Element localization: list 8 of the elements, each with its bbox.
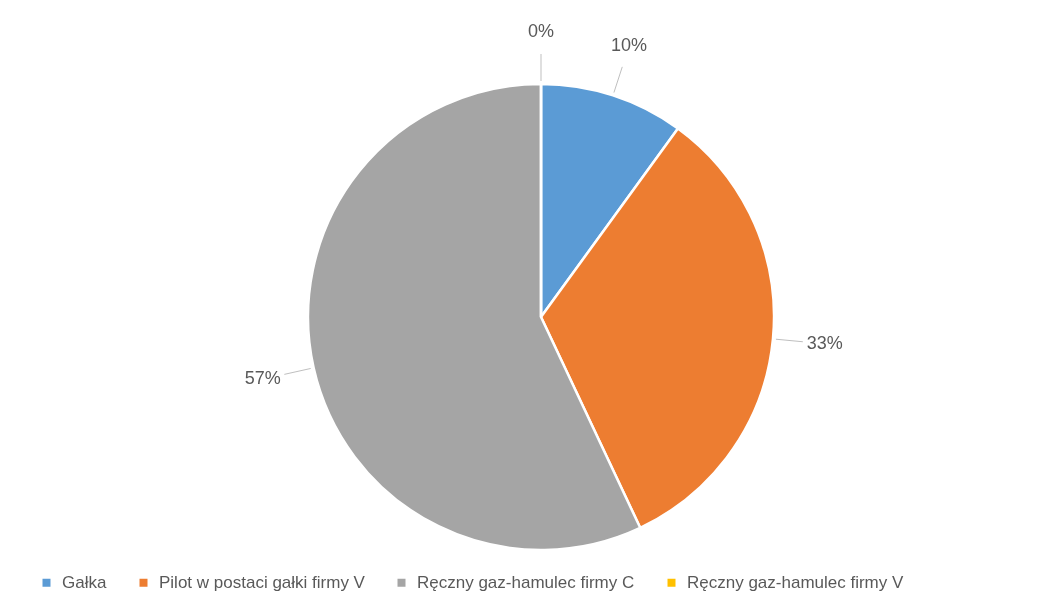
legend-label: Pilot w postaci gałki firmy V <box>159 572 366 592</box>
text: 0% <box>527 21 555 41</box>
legend-label: Ręczny gaz-hamulec firmy V <box>687 572 904 592</box>
legend-label: Ręczny gaz-hamulec firmy C <box>417 572 635 592</box>
data-label: 10% <box>611 34 648 55</box>
data-label: 33% <box>806 332 843 353</box>
data-label: 57% <box>244 368 281 389</box>
legend-label: Gałka <box>62 572 107 592</box>
